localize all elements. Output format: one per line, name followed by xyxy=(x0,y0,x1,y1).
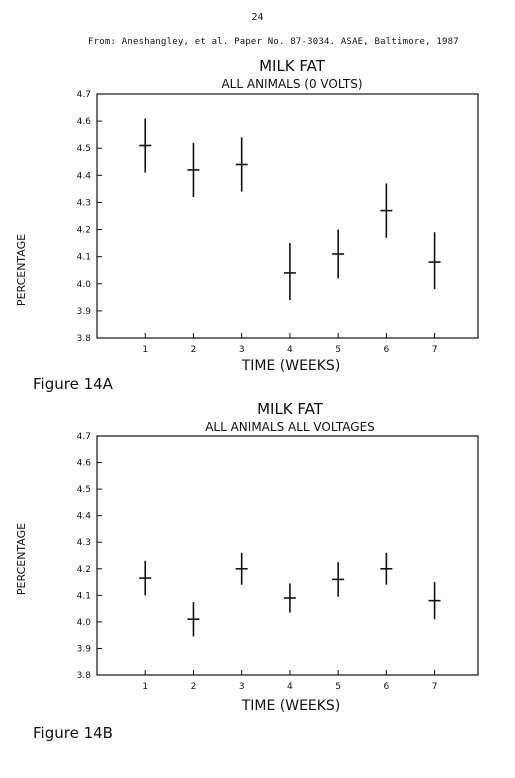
x-axis-label: TIME (WEEKS) xyxy=(241,358,341,374)
y-tick-label: 4.5 xyxy=(77,485,91,495)
y-tick-label: 4.3 xyxy=(77,198,91,208)
x-tick-label: 1 xyxy=(142,345,148,355)
x-tick-label: 5 xyxy=(335,345,341,355)
source-citation: From: Aneshangley, et al. Paper No. 87-3… xyxy=(88,37,459,47)
page-number: 24 xyxy=(251,12,264,23)
x-tick-label: 2 xyxy=(191,682,197,692)
y-tick-label: 4.1 xyxy=(77,253,91,263)
x-tick-label: 3 xyxy=(239,682,245,692)
y-tick-label: 4.3 xyxy=(77,538,91,548)
x-tick-label: 7 xyxy=(432,345,438,355)
y-tick-label: 4.6 xyxy=(77,117,92,127)
y-tick-label: 4.7 xyxy=(77,90,91,100)
chart-subtitle: ALL ANIMALS ALL VOLTAGES xyxy=(205,420,375,434)
y-tick-label: 4.4 xyxy=(77,512,92,522)
y-tick-label: 4.0 xyxy=(77,618,92,628)
x-tick-label: 1 xyxy=(142,682,148,692)
y-tick-label: 3.9 xyxy=(77,307,92,317)
y-axis-label: PERCENTAGE xyxy=(15,234,28,306)
y-tick-label: 4.0 xyxy=(77,280,92,290)
y-tick-label: 4.2 xyxy=(77,226,91,236)
y-axis-label: PERCENTAGE xyxy=(15,523,28,595)
y-tick-label: 4.4 xyxy=(77,171,92,181)
chart-title: MILK FAT xyxy=(257,400,324,418)
y-tick-label: 4.5 xyxy=(77,144,91,154)
y-tick-label: 3.8 xyxy=(77,334,92,344)
y-tick-label: 4.6 xyxy=(77,459,92,469)
chart-figure-14a: MILK FAT ALL ANIMALS (0 VOLTS) 3.8 3.9 4.0… xyxy=(15,57,479,374)
y-tick-label: 4.2 xyxy=(77,565,91,575)
figure-caption-14b: Figure 14B xyxy=(33,724,113,742)
plot-frame xyxy=(96,435,479,676)
chart-title: MILK FAT xyxy=(259,57,326,75)
x-tick-label: 3 xyxy=(239,345,245,355)
x-tick-label: 5 xyxy=(335,682,341,692)
y-tick-label: 3.9 xyxy=(77,644,92,654)
plot-frame xyxy=(96,93,479,339)
x-tick-label: 6 xyxy=(383,345,389,355)
chart-subtitle: ALL ANIMALS (0 VOLTS) xyxy=(221,77,362,91)
x-tick-label: 2 xyxy=(191,345,197,355)
x-tick-label: 4 xyxy=(287,345,293,355)
x-tick-label: 7 xyxy=(432,682,438,692)
figure-caption-14a: Figure 14A xyxy=(33,375,113,393)
y-tick-label: 4.1 xyxy=(77,591,91,601)
y-tick-label: 3.8 xyxy=(77,671,92,681)
x-tick-label: 4 xyxy=(287,682,293,692)
x-axis-label: TIME (WEEKS) xyxy=(241,698,341,714)
x-tick-label: 6 xyxy=(383,682,389,692)
chart-figure-14b: MILK FAT ALL ANIMALS ALL VOLTAGES 3.8 3.9… xyxy=(15,400,479,714)
y-tick-label: 4.7 xyxy=(77,432,91,442)
